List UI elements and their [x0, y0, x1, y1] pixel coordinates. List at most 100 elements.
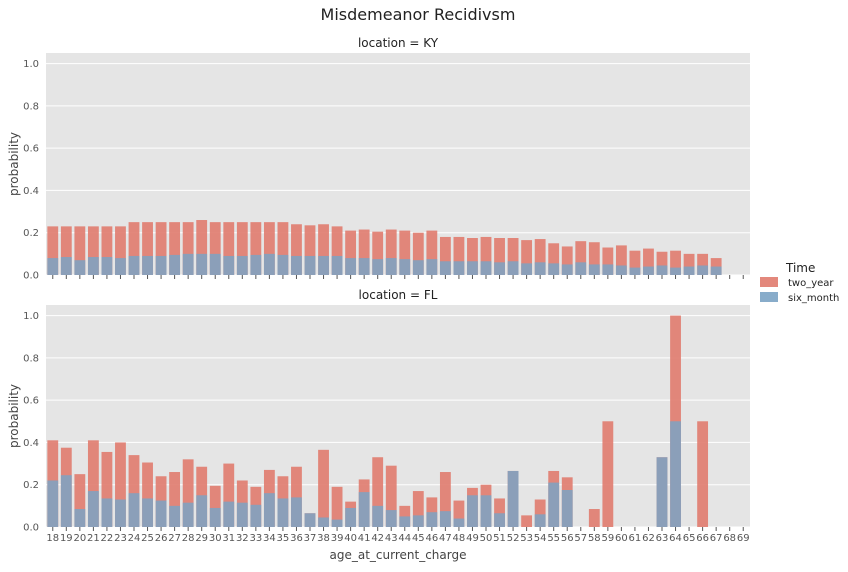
bar-two_year-64: [670, 250, 681, 275]
bar-six_month-21: [87, 491, 99, 527]
x-tick-label: 64: [669, 533, 682, 544]
bar-two_year-46: [426, 230, 438, 275]
legend-items: two_year six_month: [760, 277, 839, 304]
x-tick-label: 61: [629, 533, 642, 544]
bar-two_year-63: [656, 251, 668, 275]
bar-six_month-47: [439, 261, 451, 275]
bar-six_month-32: [236, 502, 248, 527]
bar-six_month-51: [494, 262, 505, 275]
y-tick-label: 0.0: [23, 523, 39, 534]
bar-six_month-63: [656, 265, 668, 275]
y-tick-label: 1.0: [23, 311, 39, 322]
bar-two_year-36: [291, 224, 302, 275]
bar-six_month-56: [561, 490, 573, 527]
x-tick-label: 26: [155, 533, 168, 544]
bar-six_month-59: [602, 264, 614, 275]
bar-two_year-42: [372, 457, 384, 527]
x-tick-label: 38: [317, 533, 330, 544]
bar-six_month-18: [47, 258, 59, 275]
bar-two_year-24: [128, 455, 140, 527]
bar-two_year-54: [534, 239, 546, 275]
x-tick-label: 69: [737, 533, 750, 544]
bar-six_month-39: [331, 255, 343, 275]
bar-six_month-41: [358, 492, 370, 527]
bar-six_month-30: [209, 507, 221, 527]
bar-two_year-23: [115, 442, 126, 527]
y-axis-label: probability: [7, 384, 21, 448]
bar-six_month-27: [169, 254, 181, 275]
bar-two_year-25: [142, 462, 153, 527]
legend-swatch-six_month: [760, 292, 778, 302]
bar-six_month-58: [588, 264, 600, 275]
bar-two_year-47: [439, 236, 451, 275]
bar-six_month-37: [304, 513, 316, 527]
bar-six_month-66: [697, 265, 709, 275]
x-tick-label: 35: [277, 533, 290, 544]
x-tick-label: 58: [588, 533, 601, 544]
bar-six_month-61: [629, 267, 641, 275]
bar-six_month-35: [277, 254, 289, 275]
y-tick-label: 0.0: [23, 271, 39, 282]
bar-two_year-30: [209, 485, 221, 527]
bar-two_year-33: [250, 222, 262, 275]
legend-title: Time: [785, 261, 815, 275]
bar-two_year-59: [602, 247, 614, 275]
bar-six_month-64: [670, 267, 681, 275]
bar-six_month-30: [209, 253, 221, 275]
x-tick-label: 21: [87, 533, 100, 544]
x-axis-label: age_at_current_charge: [330, 548, 467, 562]
bar-six_month-52: [507, 470, 519, 527]
bar-six_month-38: [318, 517, 329, 527]
bar-two_year-48: [453, 500, 465, 527]
bar-six_month-48: [453, 518, 465, 527]
facet-panels: location = KY 0.0 0.2 0.4 0.6 0.8 1.0 probabili…: [7, 36, 750, 544]
bar-two_year-60: [615, 245, 627, 275]
bar-six_month-42: [372, 505, 384, 527]
bar-two_year-43: [385, 229, 397, 275]
bar-six_month-48: [453, 261, 465, 275]
x-tick-label: 40: [344, 533, 357, 544]
bar-six_month-26: [155, 500, 167, 527]
bar-six_month-23: [115, 258, 126, 275]
bar-six_month-41: [358, 258, 370, 275]
x-tick-label: 52: [507, 533, 520, 544]
bar-two_year-58: [588, 509, 600, 527]
bar-two_year-49: [467, 238, 478, 275]
x-tick-label: 60: [615, 533, 628, 544]
legend: Time two_year six_month: [760, 261, 839, 304]
panel-title: location = FL: [359, 288, 438, 302]
x-tick-label: 55: [547, 533, 560, 544]
x-tick-label: 19: [60, 533, 73, 544]
x-tick-label: 54: [534, 533, 547, 544]
bar-two_year-26: [155, 222, 167, 275]
bar-six_month-44: [399, 259, 411, 275]
bar-six_month-57: [575, 262, 587, 275]
bar-two_year-66: [697, 253, 709, 275]
bar-six_month-46: [426, 512, 438, 527]
bar-six_month-52: [507, 261, 519, 275]
bar-two_year-45: [412, 491, 424, 527]
x-tick-label: 37: [304, 533, 317, 544]
bar-two_year-25: [142, 222, 153, 275]
bar-six_month-47: [439, 511, 451, 527]
bar-six_month-35: [277, 498, 289, 527]
y-tick-label: 0.2: [23, 480, 39, 491]
bar-two_year-39: [331, 486, 343, 527]
y-tick-label: 0.2: [23, 228, 39, 239]
bar-six_month-31: [223, 501, 235, 527]
bar-two_year-23: [115, 226, 126, 275]
bar-two_year-34: [263, 222, 275, 275]
x-tick-label: 27: [168, 533, 181, 544]
x-tick-label: 25: [141, 533, 154, 544]
bar-two_year-20: [74, 226, 86, 275]
x-tick-label: 36: [290, 533, 303, 544]
y-axis-label: probability: [7, 132, 21, 196]
bar-two_year-55: [548, 243, 560, 275]
bar-six_month-45: [412, 515, 424, 527]
bar-two_year-38: [318, 224, 329, 275]
x-tick-label: 32: [236, 533, 249, 544]
bar-six_month-33: [250, 254, 262, 275]
x-tick-label: 47: [439, 533, 452, 544]
